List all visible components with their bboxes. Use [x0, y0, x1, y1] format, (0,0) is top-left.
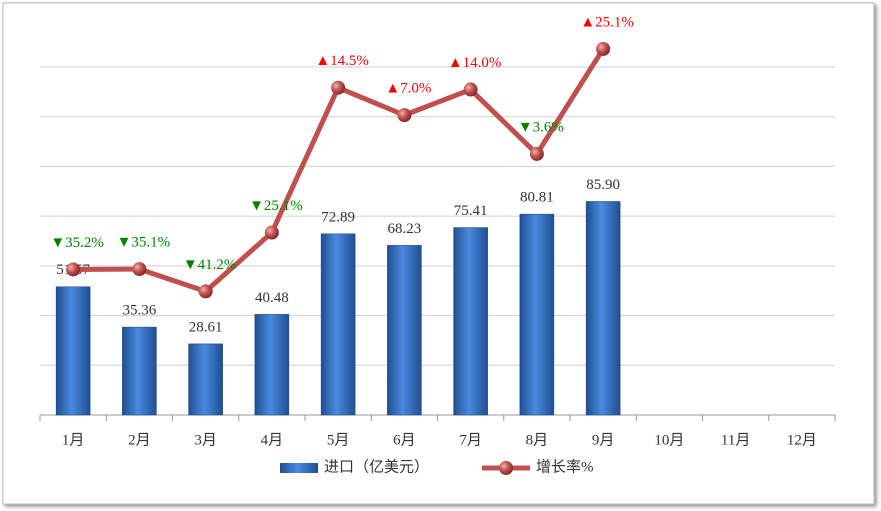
line-marker	[331, 80, 346, 95]
bar	[320, 233, 356, 416]
x-tick-label: 3月	[194, 432, 217, 448]
line-marker	[596, 41, 611, 56]
x-tick-label: 2月	[128, 432, 151, 448]
line-label: ▼25.1%	[249, 198, 303, 214]
x-tick-label: 1月	[62, 432, 85, 448]
x-tick-label: 5月	[327, 432, 350, 448]
line-label: ▲7.0%	[385, 81, 431, 97]
line-label: ▼35.2%	[50, 235, 104, 251]
x-tick-label: 9月	[592, 432, 615, 448]
legend-label: 增长率%	[536, 458, 594, 475]
bar-label: 40.48	[255, 290, 289, 306]
bar-label: 75.41	[454, 203, 488, 219]
bar	[387, 245, 422, 416]
bar	[519, 213, 555, 416]
x-tick-label: 11月	[721, 432, 750, 448]
bar-label: 72.89	[321, 209, 355, 225]
line-marker	[264, 225, 279, 240]
legend-swatch	[499, 461, 513, 475]
bar	[453, 227, 488, 416]
bar-label: 85.90	[586, 177, 620, 193]
bar	[254, 314, 290, 416]
line-label: ▼41.2%	[183, 257, 237, 273]
line-marker	[463, 82, 478, 97]
line-marker	[132, 262, 147, 277]
x-tick-label: 6月	[393, 432, 416, 448]
line-label: ▲14.0%	[448, 55, 502, 71]
bar	[585, 201, 621, 416]
bar-label: 80.81	[520, 190, 554, 206]
x-tick-label: 10月	[654, 432, 684, 448]
line-marker	[198, 284, 213, 299]
frame	[2, 2, 875, 505]
line-marker	[66, 262, 81, 277]
bar	[122, 326, 157, 416]
line-label: ▲14.5%	[315, 53, 369, 69]
bar	[55, 286, 91, 416]
line-label: ▼35.1%	[117, 235, 171, 251]
x-tick-label: 12月	[787, 432, 817, 448]
bar-label: 68.23	[388, 221, 422, 237]
line-marker	[397, 108, 412, 123]
bar-label: 28.61	[189, 319, 223, 335]
x-tick-label: 7月	[459, 432, 482, 448]
legend-swatch	[280, 463, 318, 473]
x-tick-label: 4月	[261, 432, 284, 448]
bar	[188, 343, 223, 416]
x-tick-label: 8月	[526, 432, 549, 448]
legend-label: 进口（亿美元）	[324, 458, 429, 475]
line-marker	[529, 146, 544, 161]
line-label: ▼3.6%	[518, 119, 564, 135]
line-label: ▲25.1%	[580, 14, 634, 30]
bar-label: 35.36	[123, 303, 157, 319]
